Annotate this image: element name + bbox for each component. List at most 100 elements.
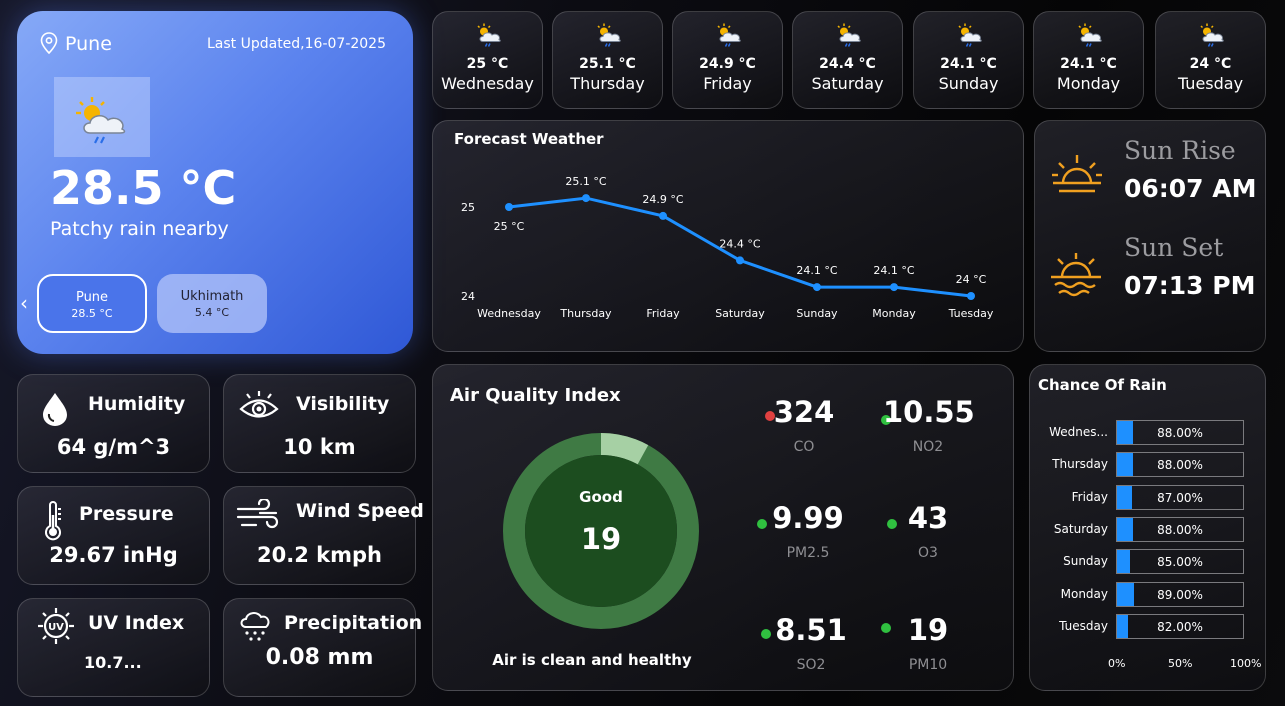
day-card-friday[interactable]: 24.9 °C Friday: [672, 11, 783, 109]
forecast-point[interactable]: [582, 194, 590, 203]
pollutant-value-no2: 10.55: [883, 395, 975, 429]
pollutant-value-co: 324: [773, 395, 835, 429]
forecast-y-tick: 24: [461, 290, 475, 303]
city-name: Pune: [65, 33, 112, 55]
wind-speed-label: Wind Speed: [296, 500, 424, 522]
forecast-data-label: 24.1 °C: [796, 264, 837, 277]
rain-bar-category: Thursday: [1052, 457, 1108, 472]
rain-bar-label: 85.00%: [1157, 555, 1203, 570]
day-card-monday[interactable]: 24.1 °C Monday: [1033, 11, 1144, 109]
pollutant-status-dot: [761, 629, 771, 639]
rain-bar-fill: [1117, 582, 1134, 606]
day-name: Wednesday: [441, 74, 534, 93]
pollutant-label: PM10: [908, 657, 948, 673]
pollutant-label: PM2.5: [786, 545, 830, 561]
forecast-data-label: 24.1 °C: [873, 264, 914, 277]
pollutant-label: SO2: [796, 657, 826, 673]
rain-bar-category: Monday: [1060, 586, 1108, 601]
partly-cloudy-rain-icon: [958, 23, 982, 47]
forecast-point[interactable]: [736, 256, 744, 265]
sunrise-label: Sun Rise: [1124, 136, 1236, 165]
rain-bar-fill: [1117, 517, 1133, 541]
rain-bar-fill: [1117, 421, 1133, 444]
rain-bar-row[interactable]: Saturday 88.00%: [1030, 516, 1266, 542]
rain-bar-row[interactable]: Monday 89.00%: [1030, 581, 1266, 607]
partly-cloudy-rain-icon: [597, 23, 621, 47]
current-temperature: 28.5 °C: [50, 161, 237, 215]
rain-bar-fill: [1117, 485, 1132, 509]
day-name: Sunday: [938, 74, 999, 93]
forecast-point[interactable]: [890, 283, 898, 292]
forecast-y-tick: 25: [461, 201, 475, 214]
day-name: Thursday: [570, 74, 645, 93]
rain-bar-row[interactable]: Friday 87.00%: [1030, 484, 1266, 510]
rain-bar-track: 89.00%: [1116, 581, 1244, 607]
day-temp: 24 °C: [1189, 56, 1232, 72]
rain-bar-category: Saturday: [1053, 521, 1108, 536]
rain-axis-tick: 0%: [1108, 657, 1126, 670]
aqi-gauge-center: [525, 455, 677, 607]
rain-bar-row[interactable]: Wednes... 88.00%: [1030, 420, 1266, 445]
rain-title: Chance Of Rain: [1038, 376, 1167, 394]
rain-axis-tick: 100%: [1230, 657, 1262, 670]
rain-bar-label: 82.00%: [1157, 619, 1203, 634]
aqi-value: 19: [580, 522, 622, 556]
rain-bar-track: 87.00%: [1116, 484, 1244, 510]
forecast-chart-card: Forecast Weather 25 24 25 °C Wednesday 25.1 …: [432, 120, 1024, 352]
city-button-temp: 5.4 °C: [194, 306, 230, 319]
location-pin-icon: [40, 32, 58, 54]
day-card-tuesday[interactable]: 24 °C Tuesday: [1155, 11, 1266, 109]
forecast-x-tick: Wednesday: [477, 307, 541, 320]
rain-bar-label: 87.00%: [1157, 490, 1203, 505]
sun-card: Sun Rise 06:07 AM Sun Set 07:13 PM: [1034, 120, 1266, 352]
forecast-x-tick: Sunday: [796, 307, 838, 320]
pressure-card: Pressure 29.67 inHg: [17, 486, 210, 585]
forecast-point[interactable]: [505, 203, 513, 211]
rain-bar-label: 88.00%: [1157, 522, 1203, 537]
aqi-title: Air Quality Index: [450, 385, 621, 406]
pollutant-label: NO2: [912, 439, 944, 455]
rain-bar-track: 88.00%: [1116, 516, 1244, 542]
rain-bar-row[interactable]: Sunday 85.00%: [1030, 549, 1266, 575]
current-condition: Patchy rain nearby: [50, 218, 229, 240]
city-button-label: Ukhimath: [180, 289, 244, 304]
forecast-data-label: 25.1 °C: [565, 175, 606, 188]
sunset-time: 07:13 PM: [1124, 271, 1256, 300]
carousel-prev-button[interactable]: ‹: [20, 291, 28, 315]
precipitation-card: Precipitation 0.08 mm: [223, 598, 422, 697]
pollutant-label: CO: [793, 439, 815, 455]
pollutant-value-o3: 43: [907, 501, 949, 535]
city-button-ukhimath[interactable]: Ukhimath 5.4 °C: [157, 274, 267, 333]
day-temp: 25 °C: [466, 56, 509, 72]
day-card-thursday[interactable]: 25.1 °C Thursday: [552, 11, 663, 109]
city-button-pune[interactable]: Pune 28.5 °C: [37, 274, 147, 333]
rain-bar-category: Friday: [1071, 489, 1108, 504]
rain-bar-fill: [1117, 453, 1133, 477]
current-weather-card: Pune Last Updated,16-07-2025 28.5 °C Pat…: [17, 11, 413, 354]
rain-bar-category: Sunday: [1063, 554, 1108, 569]
rain-bar-row[interactable]: Thursday 88.00%: [1030, 452, 1266, 478]
day-card-wednesday[interactable]: 25 °C Wednesday: [432, 11, 543, 109]
humidity-card: Humidity 64 g/m^3: [17, 374, 210, 473]
pollutant-status-dot: [881, 415, 891, 425]
day-temp: 25.1 °C: [579, 56, 636, 72]
forecast-data-label: 24.4 °C: [719, 237, 760, 250]
day-name: Tuesday: [1177, 74, 1244, 93]
sunrise-time: 06:07 AM: [1124, 174, 1257, 203]
air-quality-card: Air Quality Index Good 19 Air is clean a…: [432, 364, 1014, 691]
rain-bar-fill: [1117, 550, 1130, 574]
rain-bar-row[interactable]: Tuesday 82.00%: [1030, 613, 1266, 639]
day-card-saturday[interactable]: 24.4 °C Saturday: [792, 11, 903, 109]
day-card-sunday[interactable]: 24.1 °C Sunday: [913, 11, 1024, 109]
forecast-data-label: 24 °C: [956, 273, 987, 286]
rain-bar-fill: [1117, 614, 1128, 638]
rain-bar-track: 82.00%: [1116, 613, 1244, 639]
forecast-point[interactable]: [813, 283, 821, 292]
forecast-point[interactable]: [967, 292, 975, 300]
forecast-point[interactable]: [659, 211, 667, 220]
forecast-line-chart: 25 24 25 °C Wednesday 25.1 °C Thursday 24.9 °C…: [461, 175, 994, 320]
visibility-label: Visibility: [296, 393, 390, 415]
rain-bar-track: 88.00%: [1116, 420, 1244, 445]
chance-of-rain-card: Chance Of Rain Wednes... 88.00% Thursday 88…: [1029, 364, 1266, 691]
uv-index-value: 10.7...: [84, 653, 142, 672]
